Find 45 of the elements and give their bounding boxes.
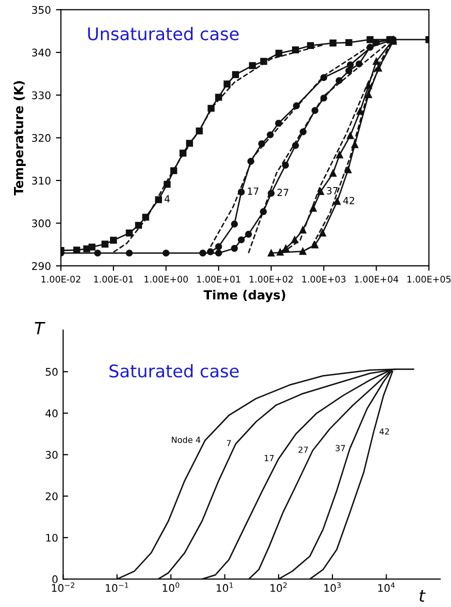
series-label: 7 <box>226 440 231 446</box>
y-tick-label: 320 <box>32 134 50 142</box>
series-label: 27 <box>298 446 308 453</box>
x-tick-label: 10$^{−2}$ <box>52 582 74 592</box>
x-tick-label: 1.00E+02 <box>250 276 293 283</box>
x-tick-label: 10$^{4}$ <box>378 582 395 592</box>
y-tick-label: 40 <box>46 409 58 418</box>
series-label: Node 4 <box>172 436 200 443</box>
series-label: 27 <box>277 188 288 196</box>
series-label: 42 <box>380 428 389 435</box>
x-tick-label: 10$^{2}$ <box>270 582 287 592</box>
x-tick-label: 10$^{0}$ <box>162 582 180 592</box>
x-tick-label: 1.00E+00 <box>144 276 188 283</box>
y-tick-label: 30 <box>46 450 58 459</box>
x-tick-label: 10$^{3}$ <box>324 582 341 592</box>
x-tick-label: 1.00E+01 <box>197 276 240 283</box>
text: Saturated case <box>110 364 239 378</box>
x-tick-label: 10$^{−1}$ <box>106 582 128 592</box>
y-tick-label: 50 <box>46 368 58 376</box>
x-tick-label: 1.00E+03 <box>302 276 346 283</box>
x-tick-label: 1.00E-01 <box>94 276 133 283</box>
x-axis-title: t <box>420 590 426 602</box>
x-tick-label: 1.00E+05 <box>407 276 451 283</box>
x-tick-label: 1.00E+04 <box>354 276 398 283</box>
y-tick-label: 300 <box>32 219 50 228</box>
y-tick-label: 350 <box>32 6 50 14</box>
text: Unsaturated case <box>88 26 239 40</box>
x-tick-label: 10$^{1}$ <box>216 582 233 592</box>
y-tick-label: 340 <box>32 48 50 57</box>
y-tick-label: 20 <box>46 492 58 500</box>
y-axis-title: Temperature (K) <box>14 81 26 196</box>
y-axis-title: T <box>34 322 46 334</box>
series-label: 37 <box>336 444 345 452</box>
y-tick-label: 310 <box>32 176 50 185</box>
series-label: 37 <box>326 187 338 194</box>
y-tick-label: 290 <box>32 262 50 270</box>
x-tick-label: 1.00E-02 <box>42 276 80 283</box>
series-label: 17 <box>248 188 258 195</box>
series-label: 17 <box>264 455 274 462</box>
y-tick-label: 0 <box>52 575 58 584</box>
y-tick-label: 330 <box>32 91 50 100</box>
series-label: 4 <box>164 195 170 202</box>
series-label: 42 <box>343 196 354 204</box>
x-axis-title: Time (days) <box>204 290 286 302</box>
y-tick-label: 10 <box>46 534 58 542</box>
